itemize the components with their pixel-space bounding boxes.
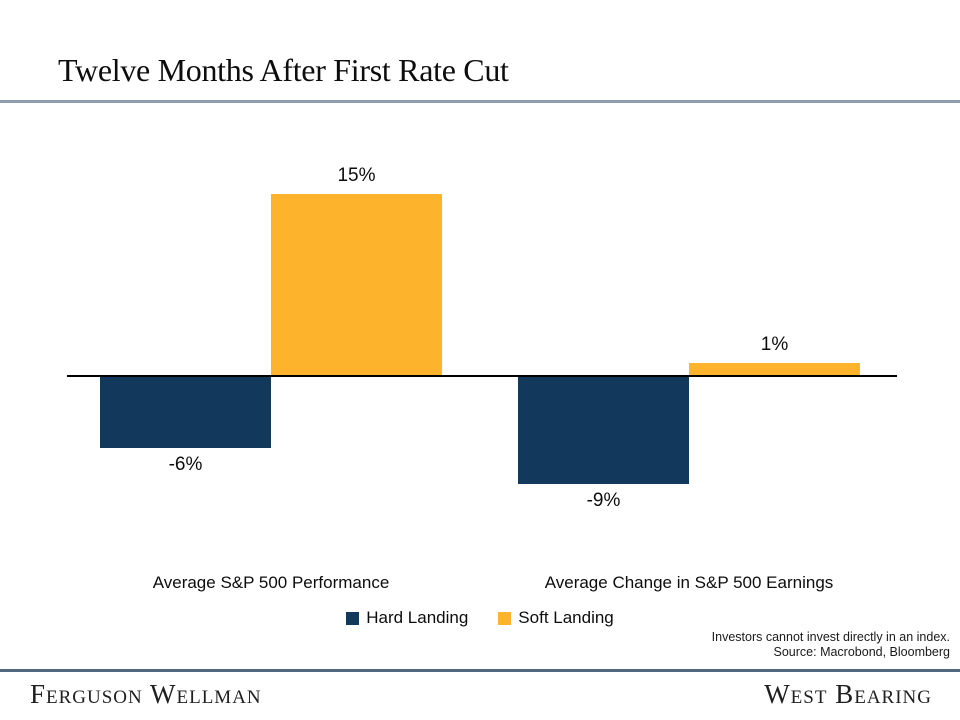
bar-value-label-soft-landing-1: 1% (760, 333, 789, 355)
bar-value-label-soft-landing-0: 15% (337, 164, 376, 186)
brand-west-bearing: West Bearing (764, 679, 932, 709)
brand-ferguson-wellman: Ferguson Wellman (30, 679, 262, 709)
header-divider (0, 100, 960, 103)
bar-soft-landing-0 (271, 193, 442, 375)
bar-value-label-hard-landing-0: -6% (168, 453, 203, 475)
page-title: Twelve Months After First Rate Cut (58, 52, 509, 88)
bar-hard-landing-0 (100, 375, 271, 448)
bar-chart: Average S&P 500 Performance Average Chan… (67, 140, 897, 610)
disclaimer-line-2: Source: Macrobond, Bloomberg (773, 645, 950, 659)
legend-swatch-soft-landing (498, 612, 512, 625)
bar-value-label-hard-landing-1: -9% (586, 489, 621, 511)
legend-label-hard-landing: Hard Landing (366, 608, 469, 627)
category-label-earnings: Average Change in S&P 500 Earnings (544, 573, 834, 592)
legend-item-soft-landing: Soft Landing (498, 608, 614, 628)
disclaimer-line-1: Investors cannot invest directly in an i… (711, 630, 950, 644)
legend-swatch-hard-landing (346, 612, 360, 625)
disclaimer: Investors cannot invest directly in an i… (712, 630, 950, 660)
legend-item-hard-landing: Hard Landing (346, 608, 468, 628)
footer-divider (0, 669, 960, 672)
legend-label-soft-landing: Soft Landing (518, 608, 614, 627)
category-label-performance: Average S&P 500 Performance (152, 573, 390, 592)
bar-soft-landing-1 (689, 362, 860, 375)
chart-legend: Hard Landing Soft Landing (0, 608, 960, 628)
bar-hard-landing-1 (518, 375, 689, 484)
x-axis-line (67, 375, 897, 377)
